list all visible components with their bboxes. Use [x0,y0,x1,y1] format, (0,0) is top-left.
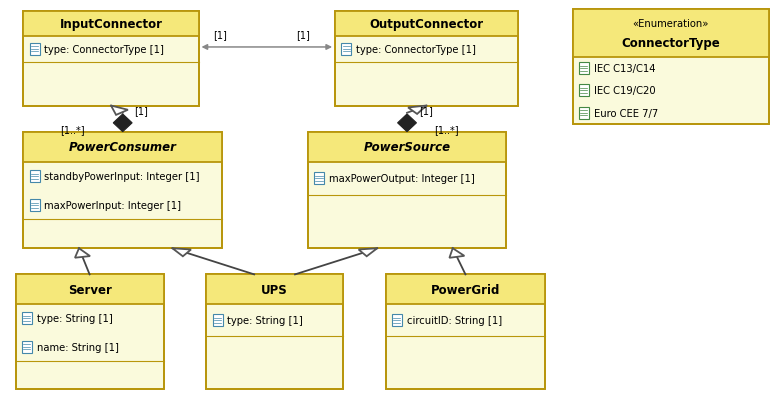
Text: [1]: [1] [419,106,432,116]
Bar [23,12,199,36]
Polygon shape [358,249,377,257]
Bar [573,10,769,124]
Text: PowerConsumer: PowerConsumer [69,141,177,154]
Text: type: ConnectorType [1]: type: ConnectorType [1] [356,45,476,55]
Bar [335,12,518,106]
Bar [573,10,769,124]
Bar [308,132,506,162]
Polygon shape [408,106,427,115]
Text: IEC C19/C20: IEC C19/C20 [594,86,655,96]
Text: [1]: [1] [213,30,227,40]
Text: circuitID: String [1]: circuitID: String [1] [407,316,502,326]
Bar [16,275,164,389]
Bar [16,275,164,389]
Text: Server: Server [68,283,111,296]
Text: [1..*]: [1..*] [435,124,459,134]
FancyBboxPatch shape [30,171,40,183]
Bar [23,12,199,106]
Bar [23,12,199,106]
Text: maxPowerInput: Integer [1]: maxPowerInput: Integer [1] [44,200,182,211]
Text: ConnectorType: ConnectorType [622,37,720,50]
Polygon shape [113,115,132,132]
FancyBboxPatch shape [30,44,40,56]
Text: [1..*]: [1..*] [61,124,85,134]
Text: name: String [1]: name: String [1] [37,342,118,352]
Bar [23,132,222,162]
Text: type: String [1]: type: String [1] [37,314,112,324]
Text: «Enumeration»: «Enumeration» [633,18,709,28]
FancyBboxPatch shape [314,173,324,185]
Text: type: String [1]: type: String [1] [227,316,303,326]
Bar [206,275,343,389]
FancyBboxPatch shape [341,44,351,56]
FancyBboxPatch shape [579,107,589,119]
Bar [386,275,545,304]
Text: InputConnector: InputConnector [59,18,163,31]
Bar [573,10,769,58]
Text: IEC C13/C14: IEC C13/C14 [594,64,655,74]
FancyBboxPatch shape [392,314,402,326]
FancyBboxPatch shape [22,341,32,353]
Text: standbyPowerInput: Integer [1]: standbyPowerInput: Integer [1] [44,172,200,182]
FancyBboxPatch shape [30,200,40,212]
Polygon shape [111,106,128,115]
Text: [1]: [1] [296,30,310,40]
Bar [23,132,222,249]
Bar [335,12,518,106]
Bar [16,275,164,304]
Polygon shape [172,249,191,257]
Polygon shape [449,249,464,258]
FancyBboxPatch shape [579,63,589,75]
Text: PowerSource: PowerSource [364,141,450,154]
Bar [335,12,518,36]
Text: Euro CEE 7/7: Euro CEE 7/7 [594,108,657,118]
Polygon shape [397,115,417,132]
Text: OutputConnector: OutputConnector [369,18,484,31]
Text: [1]: [1] [134,106,148,116]
Text: PowerGrid: PowerGrid [431,283,500,296]
FancyBboxPatch shape [213,314,223,326]
Text: maxPowerOutput: Integer [1]: maxPowerOutput: Integer [1] [329,174,474,184]
Bar [386,275,545,389]
Bar [206,275,343,304]
FancyBboxPatch shape [22,312,32,324]
Bar [386,275,545,389]
Text: UPS: UPS [261,283,288,296]
FancyBboxPatch shape [579,85,589,97]
Text: type: ConnectorType [1]: type: ConnectorType [1] [44,45,164,55]
Bar [308,132,506,249]
Bar [206,275,343,389]
Polygon shape [75,249,90,258]
Bar [308,132,506,249]
Bar [23,132,222,249]
